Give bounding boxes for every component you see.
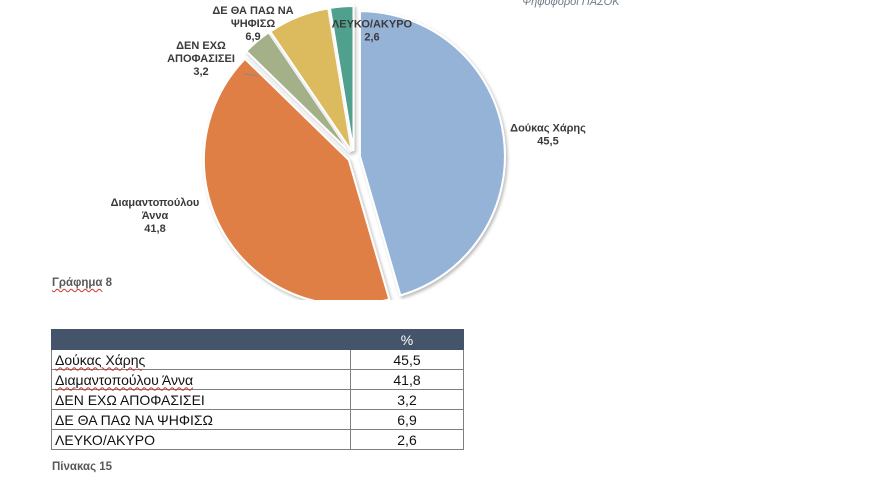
table-cell-name: ΔΕΝ ΕΧΩ ΑΠΟΦΑΣΙΣΕΙ — [51, 389, 351, 410]
table-cell-value: 45,5 — [350, 349, 464, 370]
table-header-percent: % — [350, 329, 464, 350]
pie-slice — [202, 57, 391, 300]
table-header-name — [51, 329, 351, 350]
pie-slice — [328, 5, 355, 152]
table-cell-name-text: Διαμαντοπούλου Άννα — [55, 371, 194, 388]
table-row: ΛΕΥΚΟ/ΑΚΥΡΟ 2,6 — [51, 429, 464, 450]
table-cell-name: Δούκας Χάρης — [51, 349, 351, 370]
pie-leader-line — [243, 73, 259, 77]
table-caption: Πίνακας 15 — [52, 461, 113, 473]
table-cell-name: ΔΕ ΘΑ ΠΑΩ ΝΑ ΨΗΦΙΣΩ — [51, 409, 351, 430]
table-cell-name: ΛΕΥΚΟ/ΑΚΥΡΟ — [51, 429, 351, 450]
chart-caption-number: 8 — [105, 277, 113, 289]
pie-category-label: ΨΗΦΙΣΩ — [231, 18, 276, 30]
table-cell-value: 2,6 — [350, 429, 464, 450]
table-cell-name-text: Δούκας Χάρης — [55, 351, 146, 368]
pie-category-label: ΑΠΟΦΑΣΙΣΕΙ — [167, 53, 235, 65]
pie-value-label: 2,6 — [364, 32, 379, 44]
table-cell-value: 41,8 — [350, 369, 464, 390]
table-row: ΔΕΝ ΕΧΩ ΑΠΟΦΑΣΙΣΕΙ 3,2 — [51, 389, 464, 410]
table-cell-name: Διαμαντοπούλου Άννα — [51, 369, 351, 390]
results-table: % Δούκας Χάρης 45,5 Διαμαντοπούλου Άννα … — [51, 329, 464, 450]
pie-value-label: 45,5 — [537, 136, 558, 148]
table-row: ΔΕ ΘΑ ΠΑΩ ΝΑ ΨΗΦΙΣΩ 6,9 — [51, 409, 464, 430]
pie-category-label: ΔΕ ΘΑ ΠΑΩ ΝΑ — [212, 5, 293, 17]
chart-caption-word: Γράφημα — [52, 277, 103, 289]
pie-category-label: Διαμαντοπούλου — [111, 197, 200, 209]
pie-category-label: ΛΕΥΚΟ/ΑΚΥΡΟ — [332, 19, 413, 31]
pie-category-label: Δούκας Χάρης — [510, 123, 586, 135]
pie-value-label: 41,8 — [144, 223, 165, 235]
pie-value-label: 3,2 — [193, 66, 208, 78]
table-cell-value: 3,2 — [350, 389, 464, 410]
pie-category-label: ΔΕΝ ΕΧΩ — [176, 40, 226, 52]
pie-category-label: Άννα — [142, 210, 169, 222]
pie-slice — [358, 10, 506, 297]
table-row: Δούκας Χάρης 45,5 — [51, 349, 464, 370]
chart-caption: Γράφημα 8 — [52, 277, 112, 289]
chart-header-caption: Ψηφοφόροι ΠΑΣΟΚ — [522, 0, 620, 8]
table-header-row: % — [51, 329, 464, 350]
pie-value-label: 6,9 — [245, 31, 260, 43]
table-row: Διαμαντοπούλου Άννα 41,8 — [51, 369, 464, 390]
pie-slice — [244, 31, 351, 154]
table-cell-value: 6,9 — [350, 409, 464, 430]
pie-slice — [268, 7, 353, 152]
